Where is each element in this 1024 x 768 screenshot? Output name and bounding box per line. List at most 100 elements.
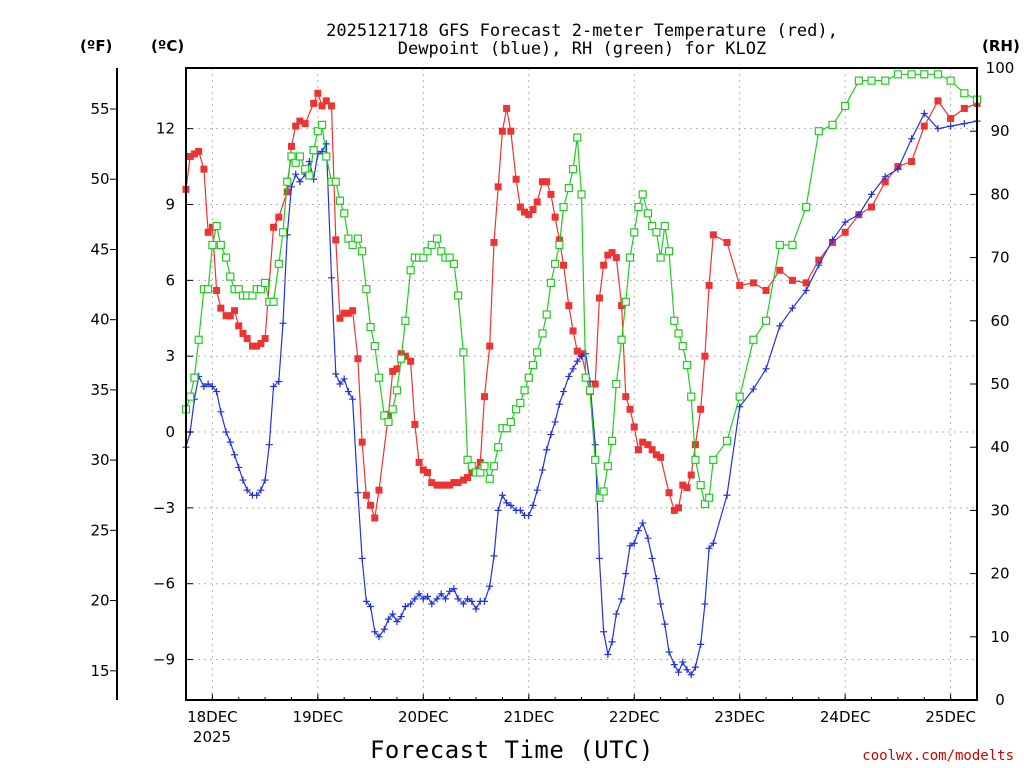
dewpoint-point xyxy=(525,511,533,519)
celsius-tick-label: 6 xyxy=(165,271,175,289)
rh-point xyxy=(617,335,626,344)
celsius-tick-label: 9 xyxy=(165,196,175,214)
rh-point xyxy=(397,354,406,363)
dewpoint-point xyxy=(829,236,837,244)
dewpoint-point xyxy=(639,519,647,527)
rh-point xyxy=(960,89,969,98)
temperature-point xyxy=(691,441,699,449)
temperature-point xyxy=(648,446,656,454)
rh-point xyxy=(524,373,533,382)
rh-tick-label: 90 xyxy=(990,122,1009,140)
dewpoint-point xyxy=(749,385,757,393)
dewpoint-point xyxy=(604,650,612,658)
temperature-point xyxy=(437,481,445,489)
rh-point xyxy=(489,462,499,471)
dewpoint-point xyxy=(494,506,502,514)
temperature-point xyxy=(521,208,529,216)
dewpoint-point xyxy=(679,658,687,666)
dewpoint-point xyxy=(415,590,423,598)
rh-point xyxy=(384,417,393,427)
dewpoint-point xyxy=(384,615,392,623)
rh-point xyxy=(700,499,709,509)
temperature-point xyxy=(336,314,344,322)
temperature-point xyxy=(960,104,968,112)
rh-point xyxy=(660,221,669,231)
dewpoint-point xyxy=(868,190,876,198)
dewpoint-point xyxy=(433,595,441,603)
temperature-point xyxy=(516,203,524,211)
dewpoint-point xyxy=(595,554,603,562)
temperature-point xyxy=(375,486,383,494)
rh-point xyxy=(533,348,542,357)
temperature-point xyxy=(802,279,810,287)
rh-tick-label: 60 xyxy=(990,312,1009,330)
x-tick-label: 25DEC xyxy=(925,708,976,726)
temperature-point xyxy=(190,150,198,158)
dewpoint-point xyxy=(344,388,352,396)
plot-frame xyxy=(185,67,978,701)
rh-point xyxy=(278,228,288,237)
dewpoint-point xyxy=(908,135,916,143)
temperature-point xyxy=(292,122,300,130)
temperature-point xyxy=(723,238,731,246)
rh-point xyxy=(392,386,402,395)
temperature-point xyxy=(301,120,309,128)
temperature-point xyxy=(947,115,955,123)
dewpoint-point xyxy=(691,663,699,671)
rh-point xyxy=(664,247,674,256)
dewpoint-point xyxy=(630,539,638,547)
rh-tick-label: 30 xyxy=(990,501,1009,519)
temperature-point xyxy=(367,501,375,509)
temperature-point xyxy=(446,481,454,489)
temperature-point xyxy=(389,367,397,375)
fahrenheit-tick-label: 55 xyxy=(90,100,109,118)
temperature-point xyxy=(555,236,563,244)
dewpoint-point xyxy=(683,666,691,674)
celsius-tick-label: −9 xyxy=(153,651,175,669)
series-line xyxy=(185,91,978,519)
temperature-point xyxy=(908,158,916,166)
temperature-point xyxy=(428,479,436,487)
temperature-point xyxy=(222,312,230,320)
rh-point xyxy=(520,386,529,395)
temperature-point xyxy=(494,183,502,191)
dewpoint-point xyxy=(459,600,467,608)
temperature-point xyxy=(235,322,243,330)
temperature-point xyxy=(543,178,551,186)
dewpoint-point xyxy=(665,648,673,656)
rh-point xyxy=(621,297,630,306)
rh-point xyxy=(353,234,363,243)
rh-point xyxy=(573,133,582,142)
dewpoint-point xyxy=(578,352,585,360)
dewpoint-point xyxy=(472,605,480,613)
rh-point xyxy=(538,329,547,338)
dewpoint-point xyxy=(362,597,370,605)
temperature-point xyxy=(257,340,265,348)
temperature-point xyxy=(788,276,796,284)
dewpoint-point xyxy=(235,463,243,471)
chart-title-line-1: 2025121718 GFS Forecast 2-meter Temperat… xyxy=(326,21,838,41)
rh-point xyxy=(881,76,890,85)
temperature-point xyxy=(371,514,379,522)
dewpoint-point xyxy=(437,590,445,598)
temperature-point xyxy=(344,309,352,317)
rh-point xyxy=(555,240,564,250)
dewpoint-point xyxy=(208,383,216,391)
rh-point xyxy=(190,373,199,382)
dewpoint-point xyxy=(612,610,620,618)
dewpoint-point xyxy=(565,372,573,380)
fahrenheit-tick-label: 40 xyxy=(90,311,109,329)
temperature-point xyxy=(450,479,458,487)
temperature-point xyxy=(231,307,239,315)
dewpoint-point xyxy=(960,120,968,128)
rh-point xyxy=(516,398,525,408)
dewpoint-point xyxy=(622,570,630,578)
rh-point xyxy=(749,335,758,344)
rh-point xyxy=(467,462,476,471)
dewpoint-point xyxy=(213,388,221,396)
dewpoint-point xyxy=(231,451,239,459)
rh-point xyxy=(682,360,692,370)
rh-point xyxy=(591,455,600,464)
dewpoint-point xyxy=(934,125,942,133)
temperature-point xyxy=(573,347,581,355)
